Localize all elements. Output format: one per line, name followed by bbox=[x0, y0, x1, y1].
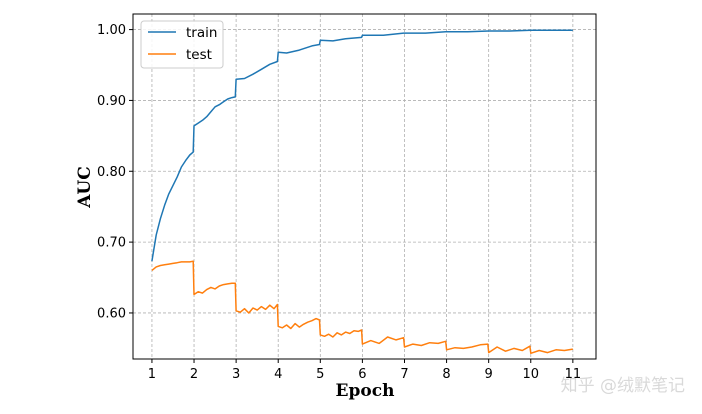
series-layer bbox=[151, 29, 573, 355]
legend-label-test: test bbox=[186, 47, 212, 63]
x-tick-label: 6 bbox=[358, 367, 366, 382]
x-tick-label: 5 bbox=[316, 367, 324, 382]
x-tick-label: 10 bbox=[522, 367, 539, 382]
axis-ticks: 1 2 3 4 5 6 7 8 9 10 11 0.60 0.70 0.80 0.90 1.00 bbox=[97, 23, 581, 382]
y-axis-label: AUC bbox=[75, 166, 95, 209]
y-tick-label: 0.80 bbox=[97, 165, 126, 180]
x-axis-label: Epoch bbox=[336, 381, 395, 401]
series-line-train bbox=[151, 29, 573, 262]
legend-label-train: train bbox=[186, 25, 217, 41]
x-tick-label: 8 bbox=[442, 367, 450, 382]
x-tick-label: 9 bbox=[485, 367, 493, 382]
y-tick-label: 0.60 bbox=[97, 306, 126, 321]
x-tick-label: 7 bbox=[400, 367, 408, 382]
watermark-text: 知乎 @绒默笔记 bbox=[561, 376, 685, 396]
x-tick-label: 2 bbox=[190, 367, 198, 382]
plot-frame bbox=[132, 13, 597, 360]
grid-lines bbox=[133, 14, 596, 359]
y-tick-label: 1.00 bbox=[97, 23, 126, 38]
y-tick-label: 0.70 bbox=[97, 236, 126, 251]
y-tick-label: 0.90 bbox=[97, 94, 126, 109]
x-tick-label: 1 bbox=[148, 367, 156, 382]
x-tick-label: 11 bbox=[565, 367, 582, 382]
x-tick-label: 3 bbox=[232, 367, 240, 382]
series-line-test bbox=[151, 260, 573, 355]
x-tick-label: 4 bbox=[274, 367, 282, 382]
legend: train test bbox=[140, 20, 224, 69]
